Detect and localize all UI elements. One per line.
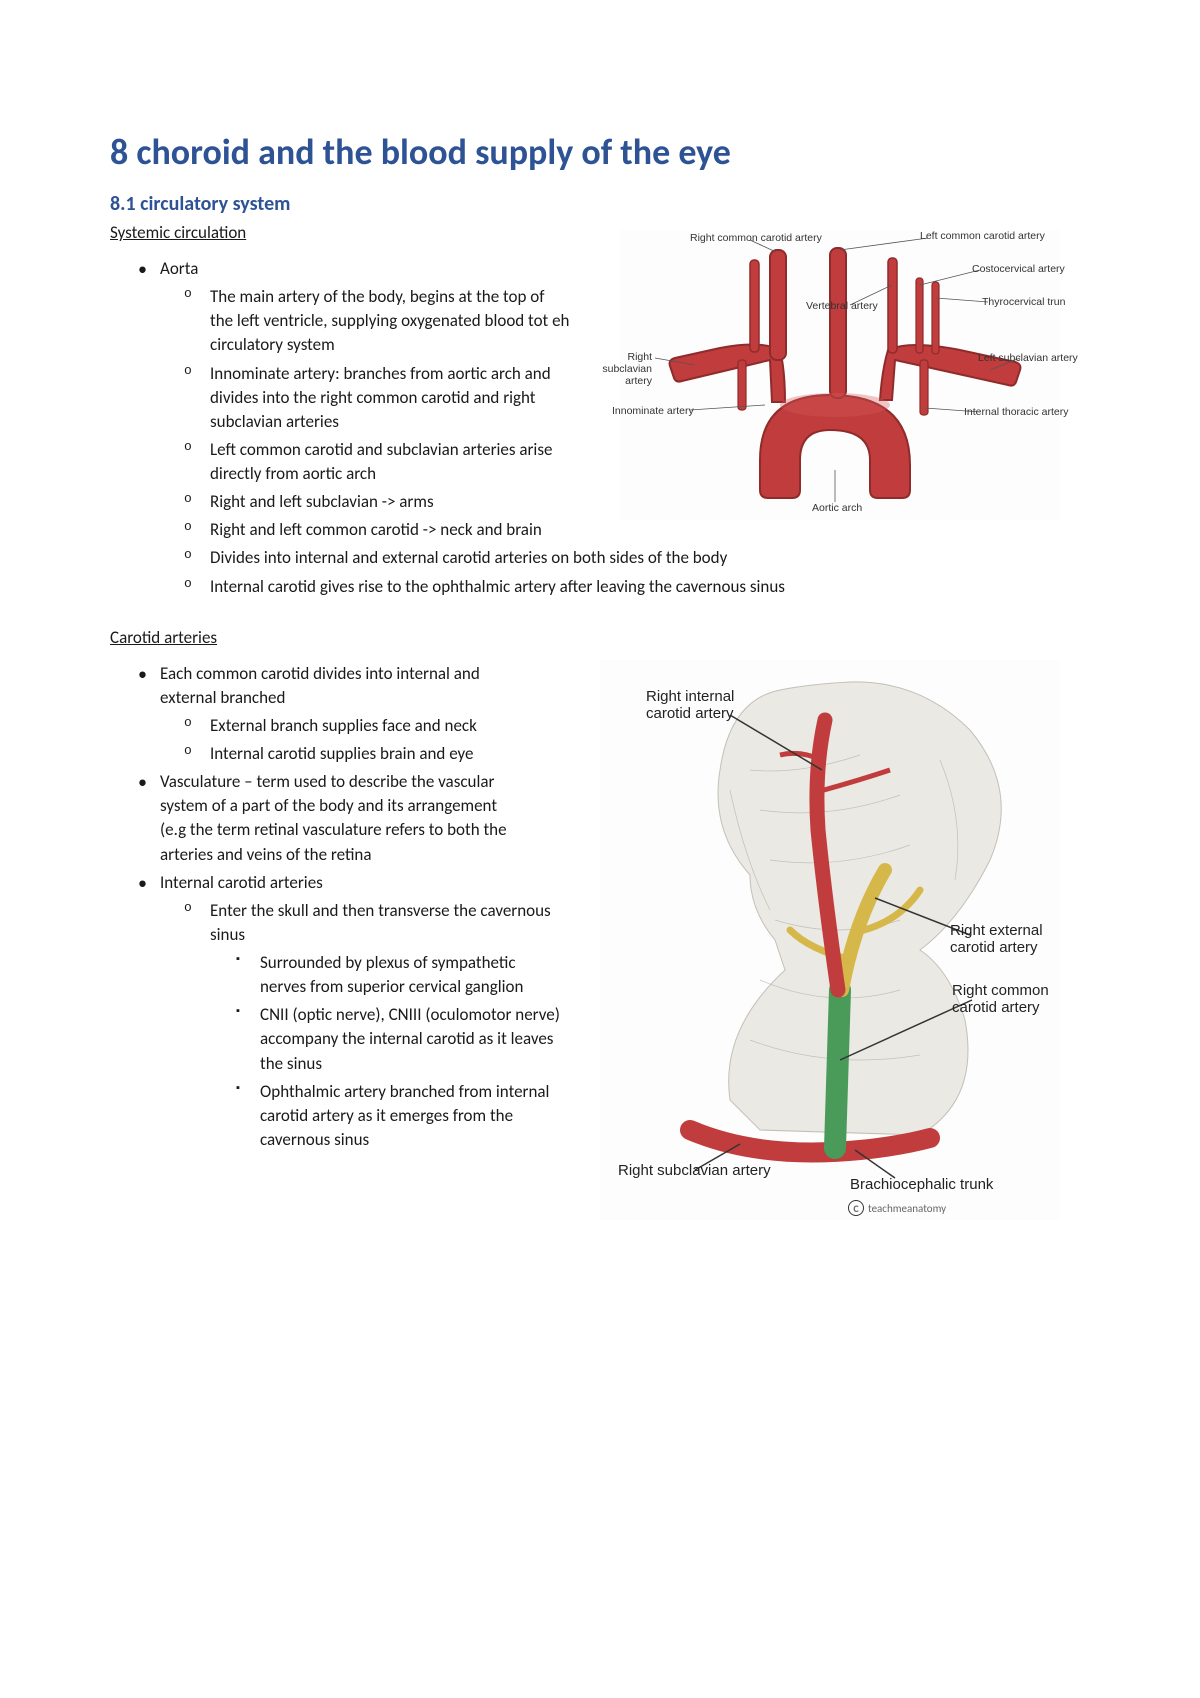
label-ithor: Internal thoracic artery — [964, 406, 1068, 418]
list-item: Internal carotid gives rise to the ophth… — [210, 575, 1090, 599]
label-rcom: Right common carotid artery — [952, 982, 1049, 1016]
figure-neck-carotid: Right internal carotid artery Right exte… — [600, 660, 1060, 1220]
list-item: Right and left subclavian -> arms — [210, 490, 570, 514]
aorta-head: Aorta — [160, 258, 198, 279]
list-item: Vasculature – term used to describe the … — [160, 770, 520, 867]
label-innom: Innominate artery — [612, 405, 694, 417]
subheading-carotid: Carotid arteries — [110, 627, 1090, 648]
label-rsub2: Right subclavian artery — [618, 1162, 771, 1179]
text: Enter the skull and then transverse the … — [210, 900, 551, 945]
label-arch: Aortic arch — [812, 502, 862, 514]
list-item: Innominate artery: branches from aortic … — [210, 362, 570, 434]
list-item: CNII (optic nerve), CNIII (oculomotor ne… — [260, 1003, 570, 1075]
list-item: Enter the skull and then transverse the … — [210, 899, 570, 1152]
label-rext: Right external carotid artery — [950, 922, 1043, 956]
label-lcc: Left common carotid artery — [920, 230, 1045, 242]
label-rsub: Right subclavian artery — [580, 351, 652, 387]
figure-aortic-arch: Right common carotid artery Left common … — [620, 230, 1060, 520]
list-item: Surrounded by plexus of sympathetic nerv… — [260, 951, 560, 999]
label-rcc: Right common carotid artery — [690, 232, 822, 244]
label-costo: Costocervical artery — [972, 263, 1065, 275]
label-lsub: Left subclavian artery — [978, 352, 1078, 364]
section-heading: 8.1 circulatory system — [110, 192, 1090, 216]
label-vert: Vertebral artery — [806, 300, 878, 312]
credit: C teachmeanatomy — [848, 1200, 946, 1216]
copyright-icon: C — [848, 1200, 864, 1216]
text: Each common carotid divides into interna… — [160, 662, 520, 710]
label-thyro: Thyrocervical trun — [982, 296, 1065, 308]
list-item: Internal carotid supplies brain and eye — [210, 742, 570, 766]
list-item: External branch supplies face and neck — [210, 714, 570, 738]
text: Internal carotid arteries — [160, 872, 323, 893]
list-item: The main artery of the body, begins at t… — [210, 285, 570, 357]
label-rint: Right internal carotid artery — [646, 688, 734, 722]
credit-text: teachmeanatomy — [868, 1202, 946, 1215]
page-title: 8 choroid and the blood supply of the ey… — [110, 130, 1090, 174]
list-item: Right and left common carotid -> neck an… — [210, 518, 570, 542]
list-item: Left common carotid and subclavian arter… — [210, 438, 570, 486]
list-item: Divides into internal and external carot… — [210, 546, 1090, 570]
list-item: Ophthalmic artery branched from internal… — [260, 1080, 570, 1152]
label-brach: Brachiocephalic trunk — [850, 1176, 993, 1193]
